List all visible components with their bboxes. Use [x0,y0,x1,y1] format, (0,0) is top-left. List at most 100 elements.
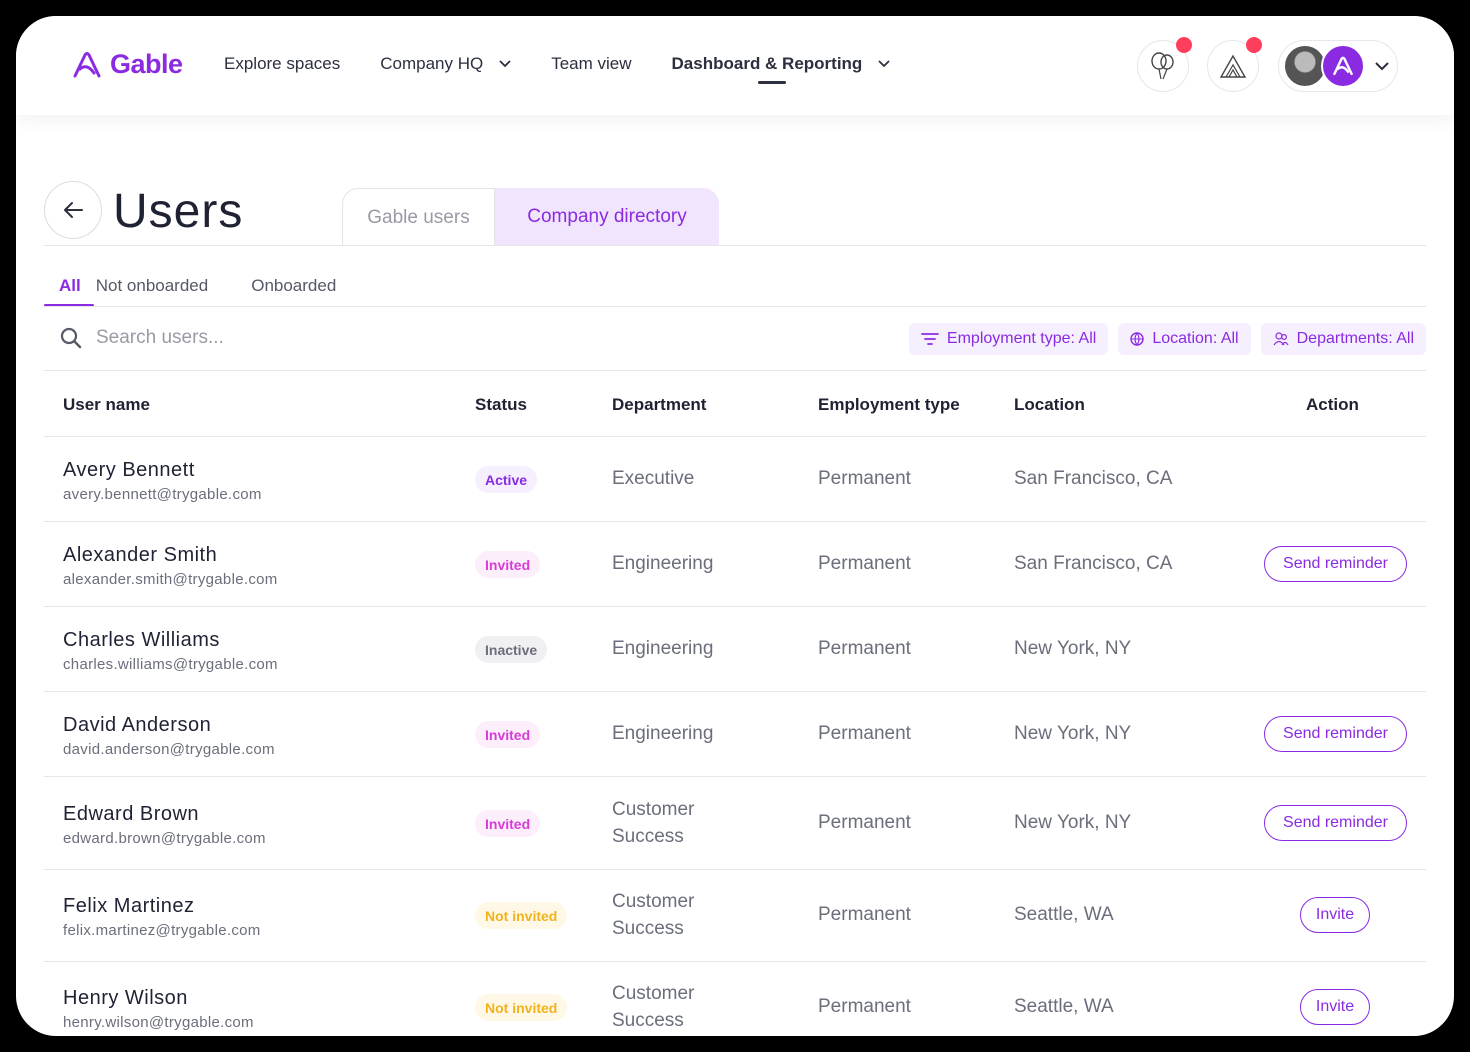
status-badge: Not invited [475,994,568,1021]
send-reminder-button[interactable]: Send reminder [1264,716,1407,752]
divider [44,370,1426,371]
user-name: Alexander Smith [63,544,218,566]
spaces-button[interactable] [1207,37,1262,92]
nav-label: Team view [551,54,632,73]
nav-label: Dashboard & Reporting [671,54,863,73]
send-reminder-button[interactable]: Send reminder [1264,805,1407,841]
user-name: Charles Williams [63,629,220,651]
chevron-down-icon [499,60,511,68]
users-tabs: Gable users Company directory [342,188,719,246]
table-row[interactable]: Felix Martinez felix.martinez@trygable.c… [44,870,1426,962]
column-header-department[interactable]: Department [612,395,707,414]
chevron-down-icon [1375,61,1389,70]
table-row[interactable]: Charles Williams charles.williams@trygab… [44,607,1426,692]
filter-employment-type[interactable]: Employment type: All [908,323,1109,355]
filter-departments[interactable]: Departments: All [1260,323,1426,355]
page-title: Users [113,185,244,238]
nav-explore-spaces[interactable]: Explore spaces [224,54,340,74]
user-email: alexander.smith@trygable.com [63,571,278,588]
send-reminder-button[interactable]: Send reminder [1264,546,1407,582]
status-badge: Active [475,466,538,493]
employment-type-cell: Permanent [818,553,911,574]
column-header-employment-type[interactable]: Employment type [818,395,960,414]
app-window: Gable Explore spaces Company HQ Team vie… [16,16,1454,1036]
invite-button[interactable]: Invite [1300,989,1370,1025]
arrow-left-icon [64,202,83,218]
status-subtabs: All Not onboarded Onboarded [44,276,379,307]
company-avatar [1321,44,1365,88]
divider [44,306,1426,307]
invite-button[interactable]: Invite [1300,897,1370,933]
brand-logo[interactable]: Gable [72,49,183,80]
main-nav: Explore spaces Company HQ Team view Dash… [224,54,930,84]
column-header-status[interactable]: Status [475,395,527,414]
employment-type-cell: Permanent [818,638,911,659]
subtab-not-onboarded[interactable]: Not onboarded [95,276,209,295]
department-cell: Engineering [612,723,714,744]
nav-dashboard-reporting[interactable]: Dashboard & Reporting [671,54,891,84]
nav-label: Explore spaces [224,54,341,73]
user-name: Avery Bennett [63,459,195,481]
filter-location[interactable]: Location: All [1118,323,1251,355]
user-name: Felix Martinez [63,895,195,917]
gable-logo-icon [73,51,101,77]
location-cell: San Francisco, CA [1014,553,1173,574]
subtab-all[interactable]: All [44,276,96,307]
location-cell: New York, NY [1014,812,1132,833]
search-bar [60,327,396,349]
user-name: Edward Brown [63,803,200,825]
location-cell: New York, NY [1014,723,1132,744]
back-button[interactable] [44,181,102,239]
user-email: henry.wilson@trygable.com [63,1014,254,1031]
employment-type-cell: Permanent [818,468,911,489]
department-cell: Engineering [612,638,714,659]
filter-label: Location: All [1152,330,1239,347]
table-row[interactable]: Alexander Smith alexander.smith@trygable… [44,522,1426,607]
table-header: User name Status Department Employment t… [44,371,1426,437]
nav-company-hq[interactable]: Company HQ [380,54,511,74]
status-badge: Invited [475,810,541,837]
user-name: David Anderson [63,714,212,736]
user-email: felix.martinez@trygable.com [63,922,261,939]
employment-type-cell: Permanent [818,904,911,925]
department-cell: Engineering [612,553,714,574]
user-avatar [1283,44,1327,88]
profile-menu[interactable] [1278,40,1398,92]
table-row[interactable]: Avery Bennett avery.bennett@trygable.com… [44,437,1426,522]
globe-icon [1130,332,1145,346]
location-cell: San Francisco, CA [1014,468,1173,489]
location-cell: New York, NY [1014,638,1132,659]
status-badge: Inactive [475,636,548,663]
status-badge: Not invited [475,902,568,929]
table-row[interactable]: Henry Wilson henry.wilson@trygable.com N… [44,962,1426,1036]
subtab-onboarded[interactable]: Onboarded [251,276,337,295]
top-navigation-bar: Gable Explore spaces Company HQ Team vie… [16,16,1454,115]
celebrations-button[interactable] [1137,37,1192,92]
chevron-down-icon [878,60,890,68]
table-row[interactable]: Edward Brown edward.brown@trygable.com I… [44,777,1426,870]
gable-logo-icon [1333,56,1353,76]
department-cell: Executive [612,468,695,489]
column-header-user-name[interactable]: User name [63,395,150,414]
filter-bar: Employment type: All Location: All Depar… [908,323,1426,355]
tab-company-directory[interactable]: Company directory [495,188,719,246]
user-name: Henry Wilson [63,987,188,1009]
active-nav-indicator [757,81,786,84]
nav-label: Company HQ [380,54,484,73]
tab-gable-users[interactable]: Gable users [342,188,495,246]
column-header-action: Action [1306,395,1359,414]
notification-dot [1176,37,1192,53]
location-cell: Seattle, WA [1014,904,1114,925]
user-email: edward.brown@trygable.com [63,830,266,847]
table-row[interactable]: David Anderson david.anderson@trygable.c… [44,692,1426,777]
search-input[interactable] [96,327,396,349]
employment-type-cell: Permanent [818,723,911,744]
column-header-location[interactable]: Location [1014,395,1085,414]
notification-dot [1246,37,1262,53]
nav-team-view[interactable]: Team view [551,54,631,74]
search-icon [60,327,82,349]
department-cell: Customer Success [612,799,695,847]
location-cell: Seattle, WA [1014,996,1114,1017]
status-badge: Invited [475,721,541,748]
filter-lines-icon [921,333,939,345]
